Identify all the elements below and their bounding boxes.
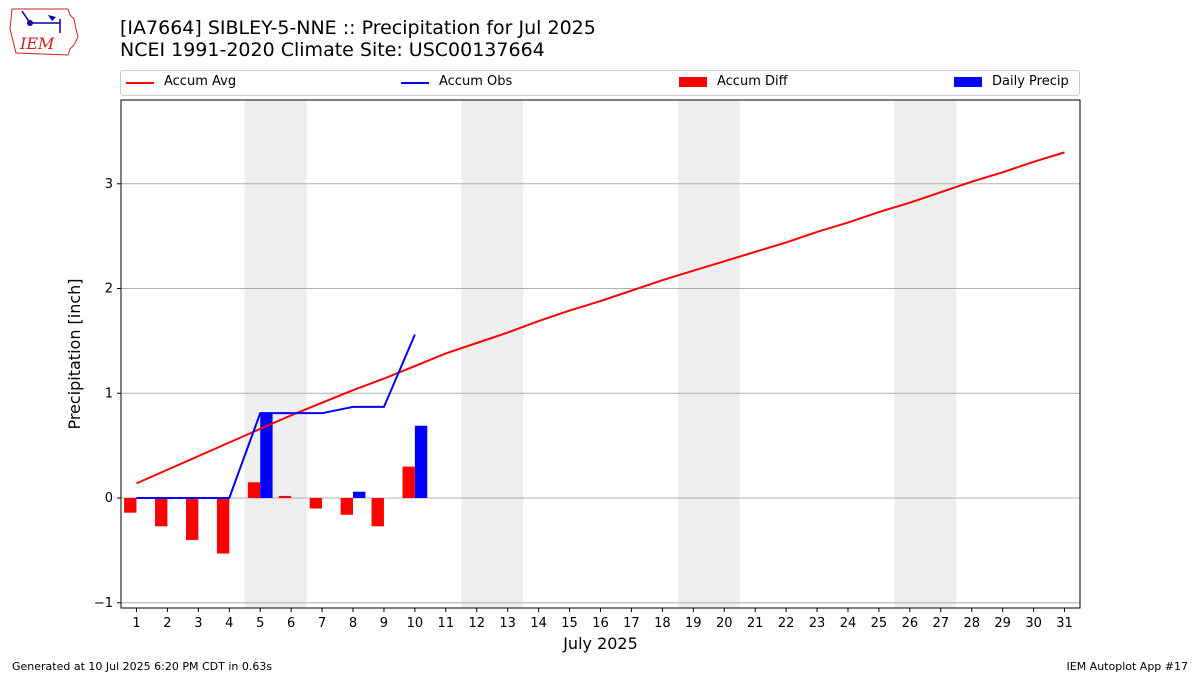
x-tick-label: 28 [963,616,980,631]
legend-label-accum-diff: Accum Diff [717,74,788,89]
x-tick-label: 11 [438,616,455,631]
x-tick-label: 29 [994,616,1011,631]
bar-accum-diff [309,498,323,509]
bar-accum-diff [340,498,354,515]
x-tick-label: 21 [747,616,764,631]
x-tick-label: 27 [933,616,950,631]
legend: Accum Avg Accum Obs Accum Diff Daily Pre… [120,70,1080,96]
x-tick-label: 7 [318,616,326,631]
bar-accum-diff [402,466,415,499]
x-tick-label: 16 [592,616,609,631]
x-tick-label: 4 [225,616,233,631]
bar-daily-precip [414,425,428,499]
x-tick-label: 13 [499,616,516,631]
x-tick-label: 17 [623,616,640,631]
x-tick-label: 15 [561,616,578,631]
x-tick-label: 22 [778,616,795,631]
y-axis-label: Precipitation [inch] [65,278,84,429]
weekend-shade [461,100,524,608]
iem-logo: IEM [8,5,80,59]
chart-title: [IA7664] SIBLEY-5-NNE :: Precipitation f… [120,17,596,39]
x-tick-label: 6 [287,616,295,631]
x-tick-label: 3 [194,616,202,631]
y-tick-label: −1 [94,596,113,611]
legend-swatch-daily-precip [954,77,982,87]
x-tick-label: 30 [1025,616,1042,631]
legend-swatch-accum-obs [401,82,429,84]
bar-accum-diff [278,495,292,499]
bar-accum-diff [216,498,230,554]
x-tick-label: 20 [716,616,733,631]
bar-daily-precip [260,413,273,499]
x-tick-label: 24 [840,616,857,631]
y-tick-label: 0 [105,491,113,506]
legend-label-daily-precip: Daily Precip [992,74,1069,89]
x-axis-label: July 2025 [562,634,638,653]
x-tick-label: 1 [132,616,140,631]
legend-label-accum-obs: Accum Obs [439,74,513,89]
x-tick-label: 2 [163,616,171,631]
plot-frame [120,99,1081,609]
weekend-shade [677,100,740,608]
x-tick-label: 5 [256,616,264,631]
line-accum-avg [136,151,1065,485]
x-tick-label: 19 [685,616,702,631]
bar-accum-diff [371,498,384,527]
iem-logo-graphic: IEM [9,8,79,56]
footer-generated: Generated at 10 Jul 2025 6:20 PM CDT in … [12,660,273,673]
x-tick-label: 23 [809,616,826,631]
x-tick-label: 8 [349,616,357,631]
legend-swatch-accum-diff [679,77,707,87]
y-tick-label: 2 [105,282,113,297]
legend-swatch-accum-avg [126,82,154,84]
x-tick-label: 18 [654,616,671,631]
x-tick-label: 12 [468,616,485,631]
footer-app: IEM Autoplot App #17 [1066,660,1189,673]
bar-daily-precip [353,491,366,499]
x-tick-label: 10 [407,616,424,631]
x-tick-label: 9 [380,616,388,631]
logo-text: IEM [19,34,55,53]
chart-subtitle: NCEI 1991-2020 Climate Site: USC00137664 [120,39,545,61]
y-tick-label: 3 [105,177,113,192]
weekend-shade [244,100,307,608]
bar-accum-diff [124,498,137,513]
bar-accum-diff [185,498,199,540]
x-tick-label: 31 [1056,616,1073,631]
line-accum-obs [136,334,416,500]
x-tick-label: 25 [871,616,888,631]
bar-accum-diff [155,498,168,527]
x-tick-label: 14 [530,616,547,631]
legend-label-accum-avg: Accum Avg [164,74,237,89]
bar-accum-diff [247,482,261,499]
y-tick-label: 1 [105,386,113,401]
weekend-shade [894,100,957,608]
x-tick-label: 26 [902,616,919,631]
